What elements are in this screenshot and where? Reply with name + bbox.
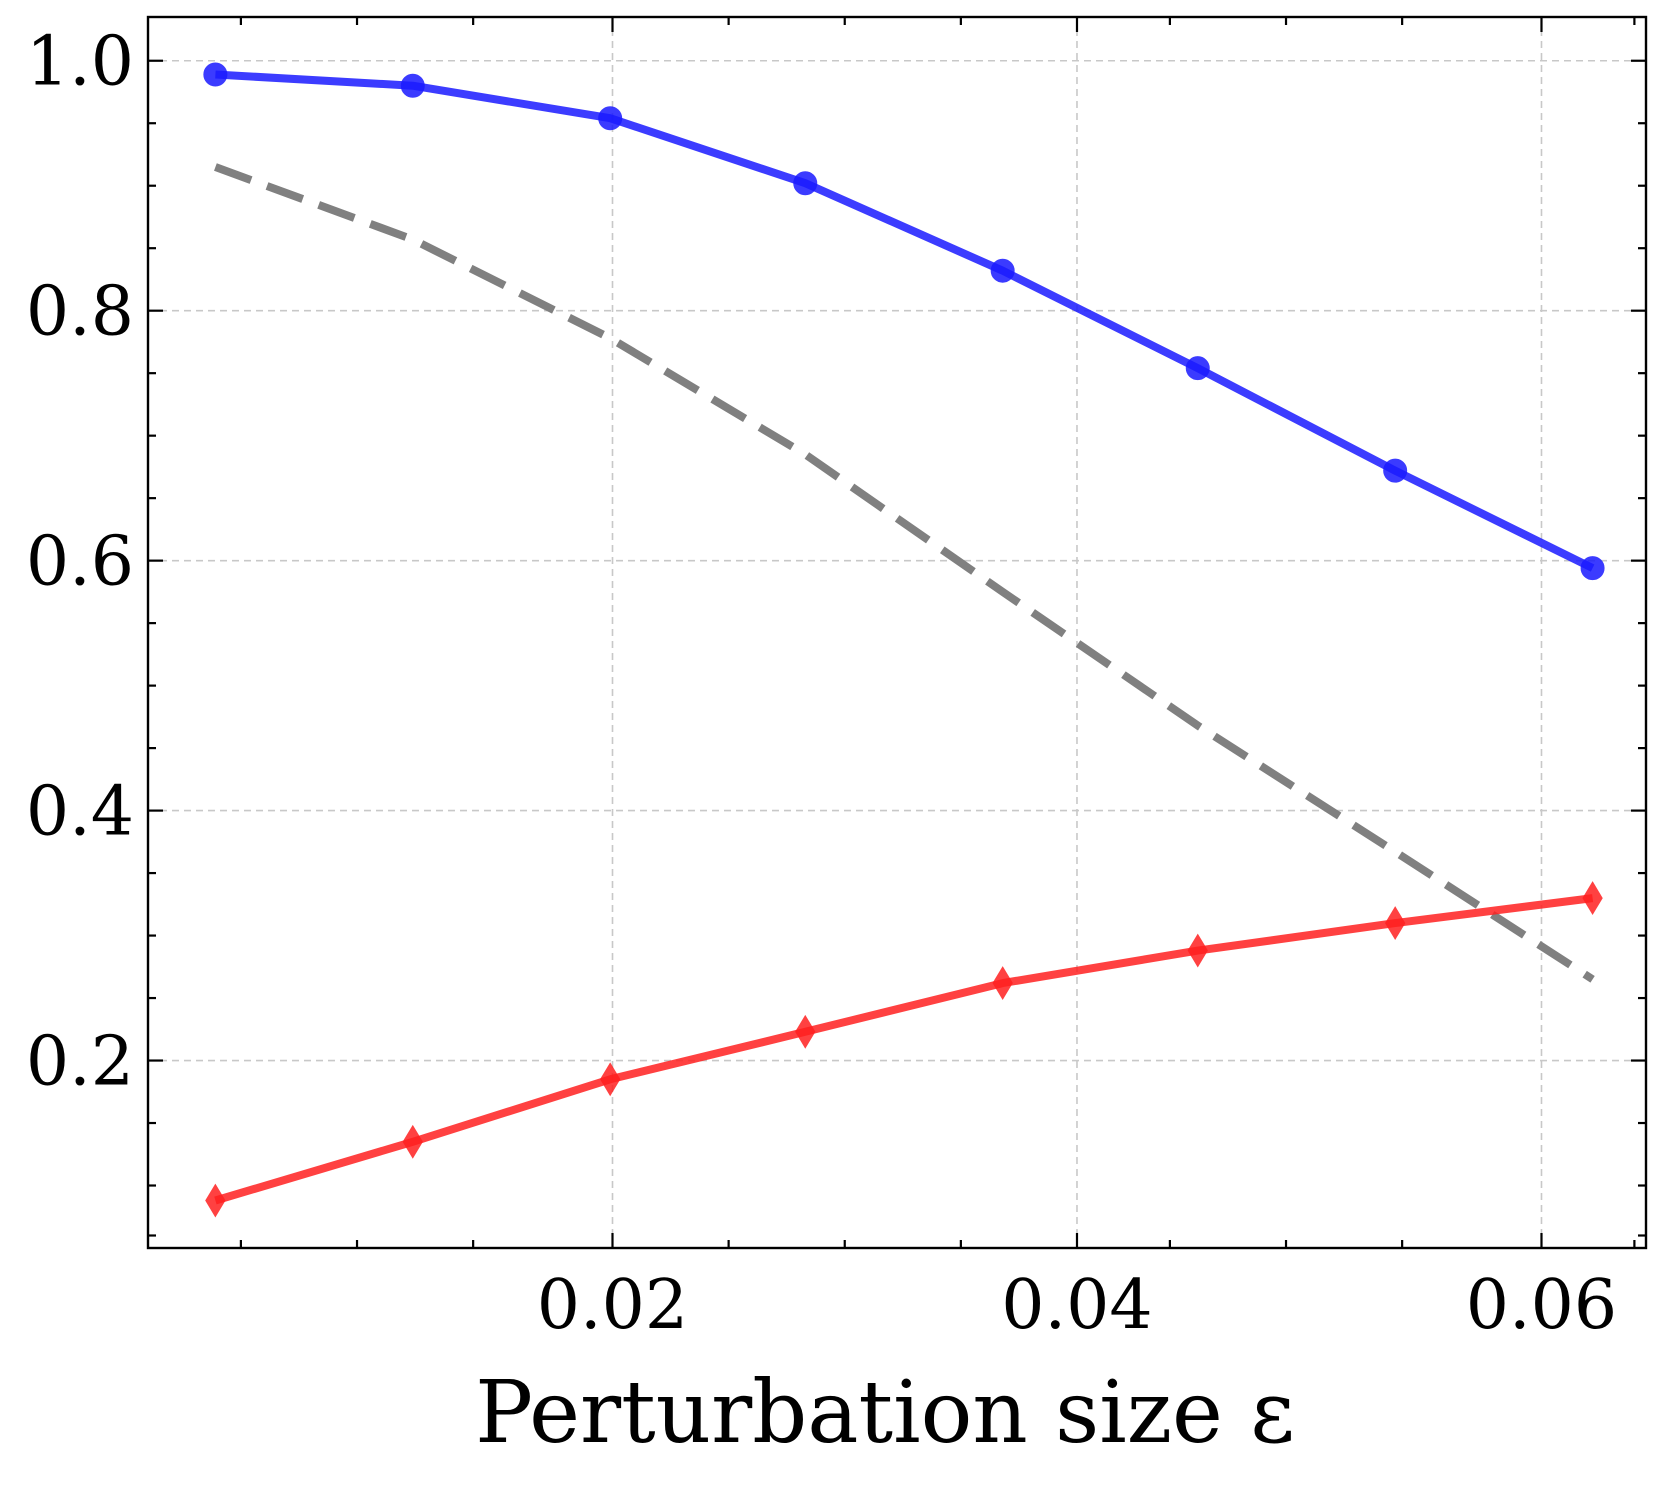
y-tick-label: 0.2 — [26, 1023, 134, 1102]
x-tick-label: 0.04 — [1001, 1266, 1152, 1345]
y-tick-label: 1.0 — [26, 23, 134, 102]
data-point-red — [402, 1124, 423, 1159]
axis-ticks — [148, 17, 1646, 1248]
data-point-blue — [1580, 556, 1605, 581]
data-point-red — [992, 966, 1013, 1000]
plot-frame — [146, 15, 1648, 1250]
data-point-red — [1582, 881, 1603, 916]
grid-lines — [148, 17, 1646, 1248]
y-tick-label: 0.8 — [26, 273, 134, 352]
x-tick-label: 0.02 — [537, 1266, 688, 1345]
data-point-blue — [990, 258, 1015, 283]
data-point-blue — [793, 171, 818, 196]
tick-labels: 0.02 0.04 0.06 0.2 0.4 0.6 0.8 1.0 — [26, 23, 1617, 1345]
x-tick-label: 0.06 — [1466, 1266, 1617, 1345]
data-point-red — [1187, 933, 1208, 968]
series-layer — [203, 62, 1605, 1218]
data-point-red — [795, 1014, 816, 1049]
series-line-gray — [214, 163, 1595, 983]
y-tick-label: 0.4 — [26, 773, 134, 852]
data-point-blue — [598, 106, 623, 131]
data-point-blue — [1383, 458, 1408, 483]
data-point-red — [600, 1062, 621, 1097]
data-point-blue — [203, 62, 228, 87]
series-line-red — [214, 894, 1594, 1205]
data-point-red — [1385, 906, 1406, 941]
axes-frame — [146, 15, 1648, 1250]
series-line-blue — [215, 70, 1595, 572]
data-point-blue — [1185, 356, 1210, 381]
data-point-blue — [400, 73, 425, 98]
x-axis-label: Perturbation size ε — [475, 1363, 1295, 1463]
data-point-red — [205, 1183, 226, 1218]
y-tick-label: 0.6 — [26, 523, 134, 602]
